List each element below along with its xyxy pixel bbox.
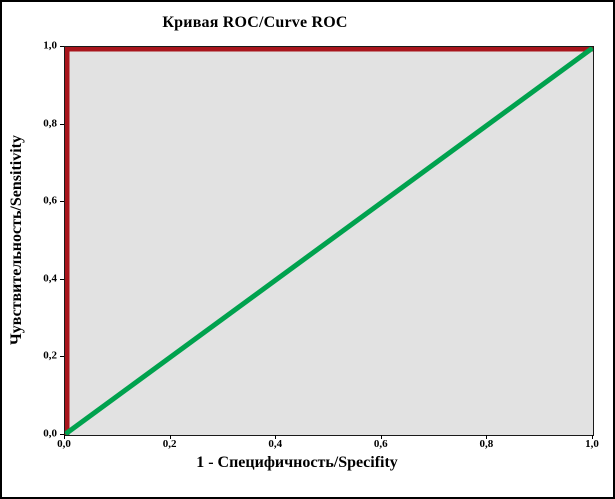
x-tick-label: 0,2 [162, 438, 177, 450]
y-tick-label: 0,2 [43, 349, 57, 362]
y-tick-mark [60, 46, 64, 47]
x-tick-label: 1,0 [585, 438, 599, 450]
y-tick-label: 0,4 [43, 272, 57, 285]
x-tick-mark [592, 435, 593, 439]
x-tick-label: 0,0 [57, 438, 71, 450]
x-tick-label: 0,8 [479, 438, 494, 450]
y-tick-mark [60, 123, 64, 125]
y-tick-mark [60, 201, 64, 203]
chart-title: Кривая ROC/Curve ROC [162, 14, 348, 31]
x-tick-mark [275, 435, 277, 439]
x-tick-mark [64, 435, 65, 439]
plot-svg [65, 47, 593, 435]
x-tick-label: 0,6 [373, 438, 388, 450]
y-tick-label: 0,0 [43, 427, 57, 440]
y-tick-label: 0,8 [43, 117, 57, 130]
y-tick-mark [60, 434, 64, 435]
y-tick-mark [60, 278, 64, 280]
plot-area [64, 46, 594, 436]
x-axis-label: 1 - Специфичность/Specifity [196, 454, 398, 471]
y-tick-label: 0,6 [43, 194, 57, 207]
y-axis-label: Чувствительность/Sensitivity [8, 135, 25, 345]
y-tick-mark [60, 356, 64, 358]
x-tick-mark [380, 435, 382, 439]
reference-line [65, 47, 593, 435]
x-tick-mark [486, 435, 488, 439]
y-axis-label-wrap: Чувствительность/Sensitivity [4, 46, 30, 434]
x-tick-mark [169, 435, 171, 439]
y-tick-label: 1,0 [43, 39, 57, 52]
roc-curve [65, 47, 593, 435]
x-tick-label: 0,4 [268, 438, 283, 450]
